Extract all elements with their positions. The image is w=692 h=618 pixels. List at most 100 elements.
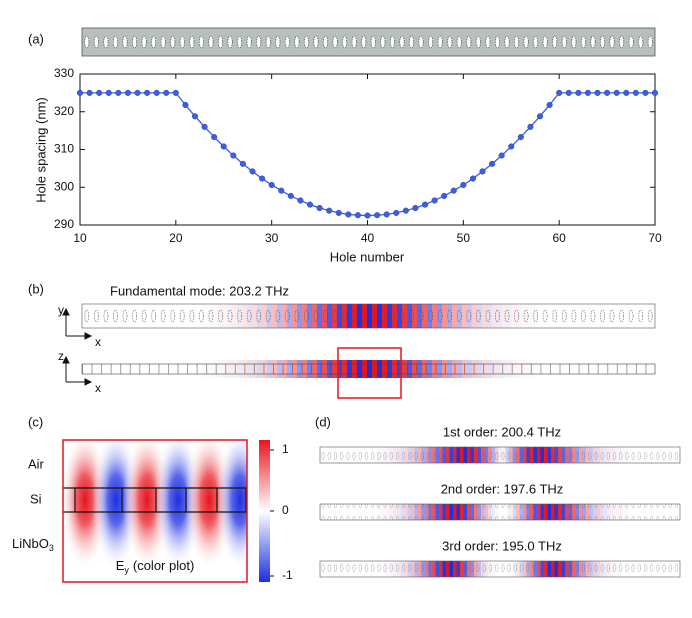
x-tick-label: 20 bbox=[169, 231, 183, 245]
field-blob bbox=[216, 440, 247, 570]
panel-label: (d) bbox=[315, 414, 331, 429]
marker bbox=[182, 101, 189, 109]
marker bbox=[76, 89, 84, 96]
marker bbox=[134, 89, 141, 96]
marker bbox=[421, 201, 429, 208]
marker bbox=[508, 143, 515, 150]
panel-label: (c) bbox=[28, 414, 43, 429]
marker bbox=[623, 89, 630, 96]
x-tick-label: 60 bbox=[552, 231, 566, 245]
marker bbox=[517, 133, 524, 141]
marker bbox=[144, 89, 151, 96]
marker bbox=[96, 89, 103, 96]
y-tick-label: 310 bbox=[54, 142, 74, 156]
panel-label: (a) bbox=[28, 31, 44, 46]
text: LiNbO bbox=[12, 536, 49, 551]
marker bbox=[556, 89, 563, 96]
higher-modes: 1st order: 200.4 THz 2nd order: 197.6 THz… bbox=[319, 424, 681, 578]
marker bbox=[220, 143, 227, 150]
marker bbox=[124, 89, 131, 96]
y-tick-label: 320 bbox=[54, 104, 74, 118]
panel-label: (b) bbox=[28, 281, 44, 296]
marker bbox=[565, 89, 572, 96]
layer-label: Si bbox=[30, 491, 42, 506]
marker bbox=[287, 192, 294, 199]
waveguide bbox=[319, 560, 681, 578]
marker bbox=[479, 168, 486, 175]
marker bbox=[297, 197, 304, 204]
marker bbox=[604, 89, 611, 96]
holes bbox=[82, 28, 655, 56]
axes-icon bbox=[62, 307, 93, 386]
mode-title: 1st order: 200.4 THz bbox=[443, 424, 561, 439]
y-tick-label: 290 bbox=[54, 217, 74, 231]
marker bbox=[172, 89, 179, 96]
colorbar-tick-label: -1 bbox=[282, 568, 293, 582]
colorbar-ticks: 1 0 -1 bbox=[270, 442, 293, 582]
marker bbox=[211, 133, 218, 141]
colorbar bbox=[259, 440, 270, 582]
subscript: 3 bbox=[49, 543, 54, 553]
marker bbox=[393, 209, 400, 216]
marker bbox=[345, 211, 352, 218]
axis-letter: x bbox=[95, 381, 101, 395]
marker bbox=[651, 89, 659, 96]
marker bbox=[191, 113, 199, 120]
substrate-label: LiNbO3 bbox=[12, 536, 54, 553]
marker bbox=[326, 207, 333, 214]
mode-title: Fundamental mode: 203.2 THz bbox=[110, 283, 289, 298]
layer-label: Air bbox=[28, 456, 45, 471]
marker bbox=[575, 89, 582, 96]
zoom-field bbox=[63, 440, 247, 570]
marker bbox=[268, 181, 275, 189]
marker bbox=[278, 187, 285, 194]
x-tick-label: 10 bbox=[73, 231, 87, 245]
marker bbox=[489, 160, 496, 167]
marker bbox=[546, 101, 553, 109]
waveguide-top-view bbox=[81, 303, 656, 329]
marker bbox=[354, 212, 361, 219]
marker bbox=[383, 211, 390, 218]
marker bbox=[642, 89, 649, 96]
marker bbox=[594, 89, 601, 96]
cell-lines bbox=[63, 487, 247, 513]
marker bbox=[450, 187, 457, 194]
text: (color plot) bbox=[133, 558, 194, 573]
axis-letter: x bbox=[95, 335, 101, 349]
marker bbox=[469, 175, 476, 182]
marker bbox=[153, 89, 160, 96]
arrow-heads bbox=[62, 355, 93, 386]
y-axis-label: Hole spacing (nm) bbox=[33, 97, 48, 203]
marker bbox=[431, 197, 438, 204]
marker bbox=[115, 89, 122, 96]
marker bbox=[316, 204, 323, 212]
marker bbox=[364, 212, 371, 219]
marker bbox=[230, 152, 237, 159]
marker bbox=[460, 181, 467, 189]
text: E bbox=[116, 558, 125, 573]
marker bbox=[402, 207, 409, 214]
line bbox=[80, 92, 655, 217]
arrow-heads bbox=[62, 307, 93, 340]
axis-arrows bbox=[65, 312, 88, 337]
plot-frame bbox=[79, 73, 656, 226]
marker bbox=[584, 89, 591, 96]
y-tick-label: 330 bbox=[54, 66, 74, 80]
line-chart: 10 20 30 40 50 60 70 290 300 310 320 330 bbox=[54, 66, 662, 245]
marker bbox=[335, 209, 342, 216]
caption: Ey (color plot) bbox=[116, 558, 195, 575]
x-tick-label: 30 bbox=[265, 231, 279, 245]
marker bbox=[239, 160, 246, 167]
marker bbox=[632, 89, 639, 96]
marker bbox=[259, 175, 266, 182]
x-tick-label: 50 bbox=[457, 231, 471, 245]
waveguide bbox=[319, 446, 681, 464]
colorbar-tick-label: 1 bbox=[282, 442, 289, 456]
x-tick-label: 40 bbox=[361, 231, 375, 245]
marker bbox=[441, 192, 448, 199]
marker bbox=[374, 212, 381, 219]
mode-title: 3rd order: 195.0 THz bbox=[442, 538, 562, 553]
x-axis-label: Hole number bbox=[330, 249, 405, 264]
marker bbox=[201, 123, 208, 130]
